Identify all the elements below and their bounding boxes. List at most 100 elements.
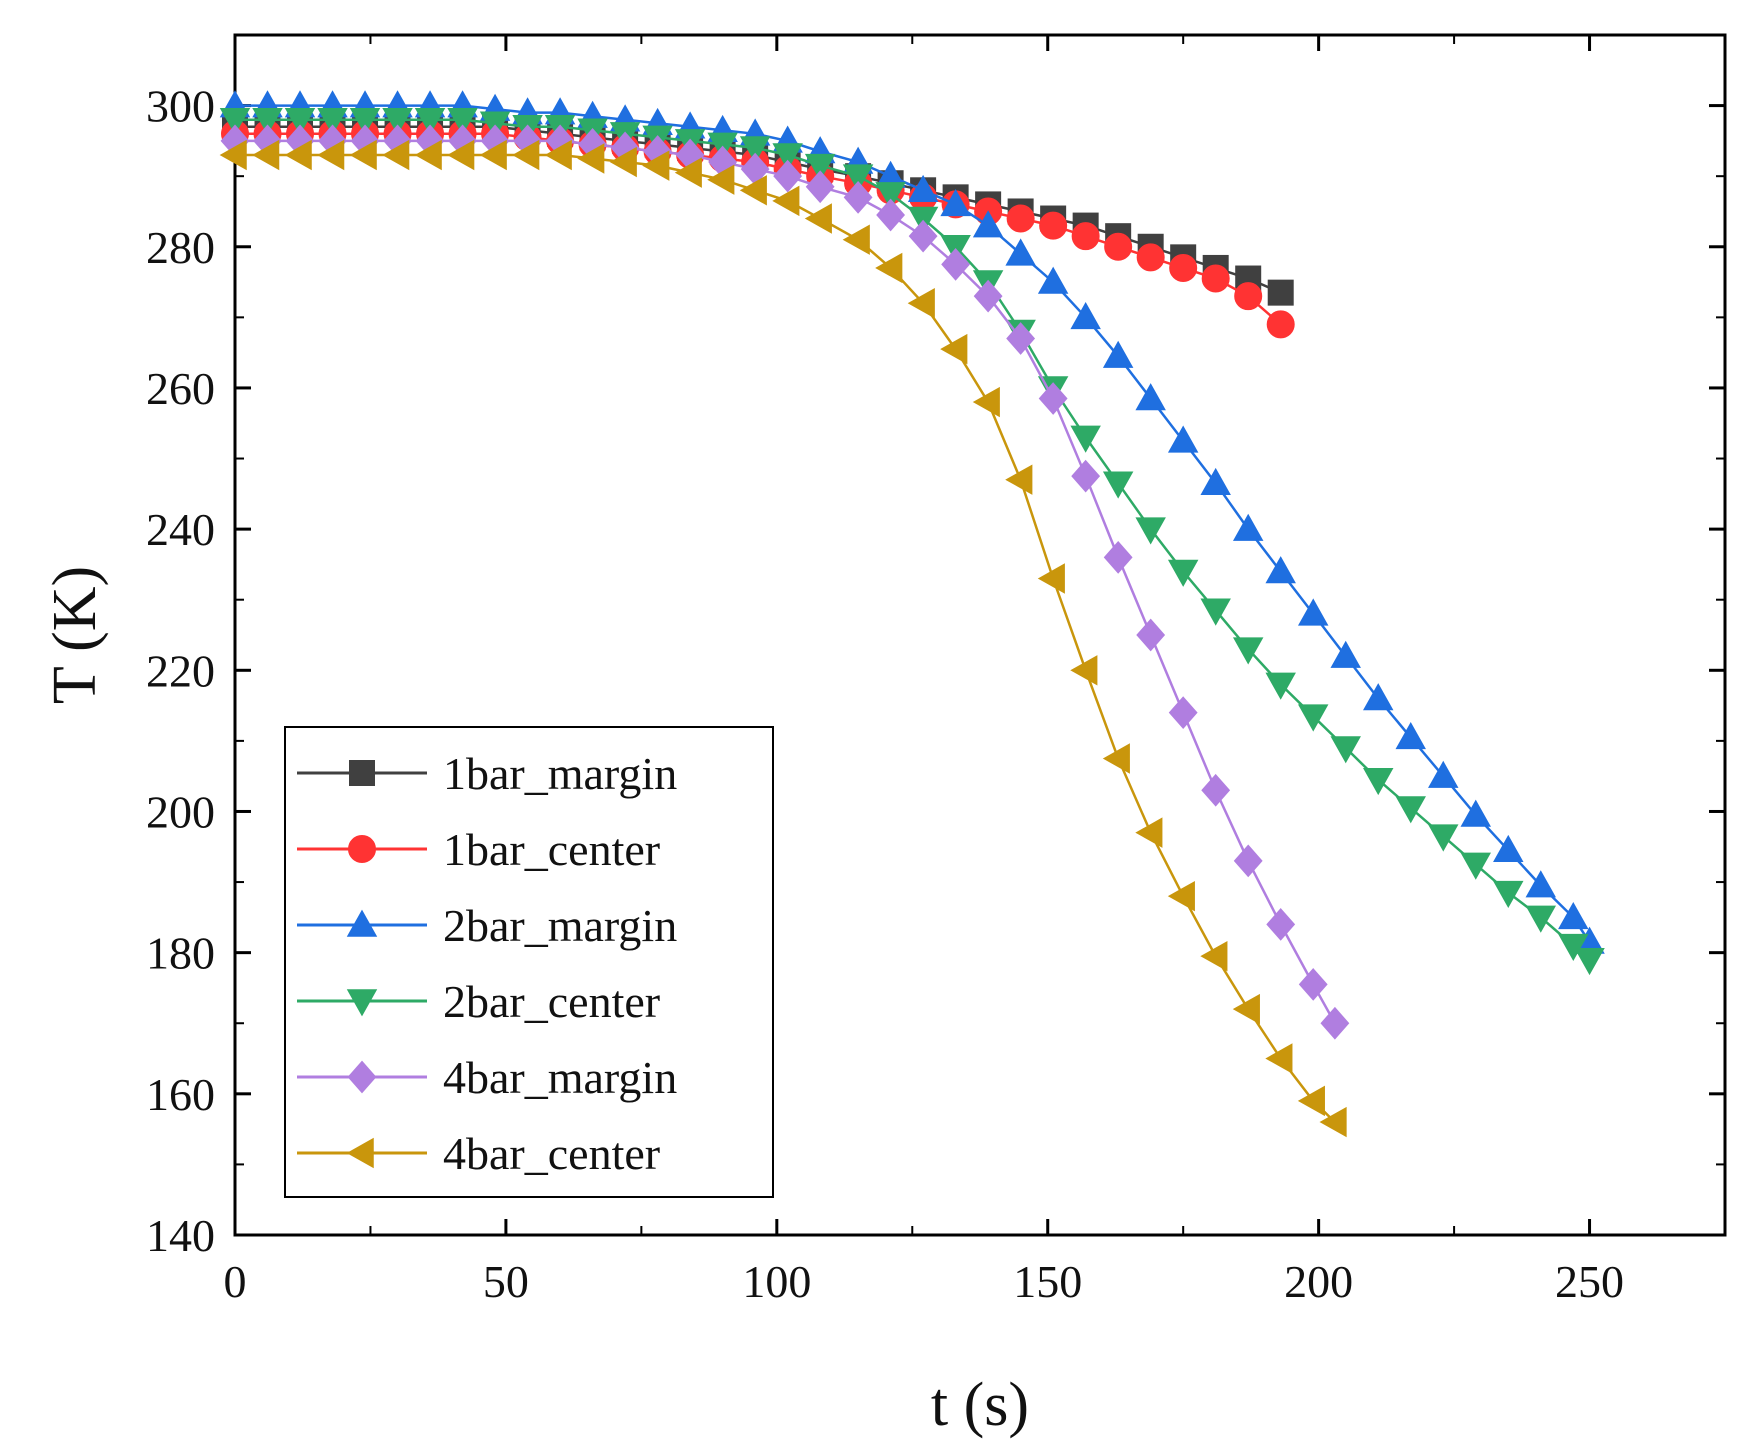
data-point xyxy=(1070,655,1098,686)
data-point xyxy=(1525,905,1557,933)
data-point xyxy=(804,203,832,234)
y-tick-label: 280 xyxy=(146,222,215,273)
data-point xyxy=(1201,773,1231,807)
data-point xyxy=(1070,425,1101,453)
data-point xyxy=(1265,556,1296,584)
data-point xyxy=(1201,264,1230,293)
data-point xyxy=(1298,968,1328,1001)
data-point xyxy=(219,107,251,136)
data-point xyxy=(382,107,413,136)
plot-area xyxy=(233,33,1727,1237)
series-layer xyxy=(219,90,1605,1138)
data-point xyxy=(1297,1085,1325,1117)
data-point xyxy=(1574,947,1605,976)
y-tick-label: 240 xyxy=(146,504,215,555)
data-point xyxy=(739,175,767,206)
data-point xyxy=(512,139,540,171)
data-point xyxy=(972,386,1000,418)
data-point xyxy=(284,139,312,171)
data-point xyxy=(1102,471,1134,499)
data-point xyxy=(941,248,971,281)
data-point xyxy=(1558,901,1589,930)
data-point xyxy=(1200,598,1231,626)
data-point xyxy=(1319,1106,1347,1138)
data-point xyxy=(1233,844,1263,878)
data-point xyxy=(1428,824,1459,852)
data-point xyxy=(1167,880,1195,912)
series-4bar_center xyxy=(219,139,1347,1138)
data-point xyxy=(739,136,771,164)
data-point xyxy=(1037,266,1069,294)
data-point xyxy=(843,180,873,214)
data-point xyxy=(1297,598,1329,626)
legend-item-2bar_center: 2bar_center xyxy=(297,976,660,1027)
legend-marker xyxy=(349,760,375,786)
legend-box xyxy=(284,726,774,1198)
data-point xyxy=(479,139,507,171)
data-point xyxy=(349,139,377,171)
data-point xyxy=(972,210,1004,238)
y-tick-label: 200 xyxy=(146,786,215,837)
legend-label: 4bar_margin xyxy=(443,1052,677,1103)
data-point xyxy=(544,139,572,171)
x-tick-label: 250 xyxy=(1555,1256,1624,1307)
legend-marker xyxy=(348,835,376,863)
data-point xyxy=(1136,618,1166,652)
data-point xyxy=(1169,253,1198,282)
data-point xyxy=(1167,559,1199,587)
data-point xyxy=(252,107,283,136)
data-point xyxy=(1395,721,1426,750)
data-point xyxy=(1460,852,1491,880)
data-point xyxy=(1136,243,1165,272)
legend-marker xyxy=(346,989,378,1017)
data-point xyxy=(1265,672,1296,700)
data-point xyxy=(1135,817,1163,848)
data-point xyxy=(707,164,735,195)
data-point xyxy=(1493,880,1524,909)
data-point xyxy=(1005,464,1033,495)
data-point xyxy=(1428,760,1459,788)
x-tick-label: 100 xyxy=(742,1256,811,1307)
data-point xyxy=(577,143,605,174)
y-tick-label: 260 xyxy=(146,363,215,414)
data-point xyxy=(1363,767,1394,796)
legend-marker xyxy=(346,909,378,937)
data-point xyxy=(907,288,935,319)
data-point xyxy=(772,143,803,171)
data-point xyxy=(1006,322,1036,355)
data-point xyxy=(1039,211,1068,240)
data-point xyxy=(674,157,702,188)
plot-frame xyxy=(233,33,1727,1237)
data-point xyxy=(804,153,836,181)
data-point xyxy=(1037,563,1065,594)
legend-label: 2bar_margin xyxy=(443,900,677,951)
data-point xyxy=(1038,382,1068,415)
data-point xyxy=(317,139,345,171)
legend-label: 1bar_margin xyxy=(443,748,677,799)
data-point xyxy=(1330,736,1361,764)
y-axis-ticks: 140 160 180 200 220 240 260 280 300 xyxy=(146,81,1725,1261)
data-point xyxy=(1104,232,1133,261)
data-point xyxy=(1006,204,1035,233)
data-point xyxy=(940,333,968,365)
data-point xyxy=(1005,238,1036,266)
data-point xyxy=(1395,796,1426,824)
data-point xyxy=(414,107,446,136)
data-point xyxy=(1558,933,1589,961)
data-point xyxy=(973,279,1003,313)
data-point xyxy=(1266,310,1295,339)
legend-label: 1bar_center xyxy=(443,824,660,875)
data-point xyxy=(1167,425,1199,453)
data-point xyxy=(907,174,939,203)
data-point xyxy=(772,185,800,217)
legend-label: 4bar_center xyxy=(443,1128,660,1179)
data-point xyxy=(1135,517,1166,545)
data-point xyxy=(805,170,835,204)
y-tick-label: 220 xyxy=(146,645,215,696)
data-point xyxy=(1330,640,1361,668)
x-axis-ticks: 0 50 100 150 200 250 xyxy=(224,35,1624,1307)
data-point xyxy=(842,224,870,255)
data-point xyxy=(219,139,247,171)
data-point xyxy=(773,159,803,193)
